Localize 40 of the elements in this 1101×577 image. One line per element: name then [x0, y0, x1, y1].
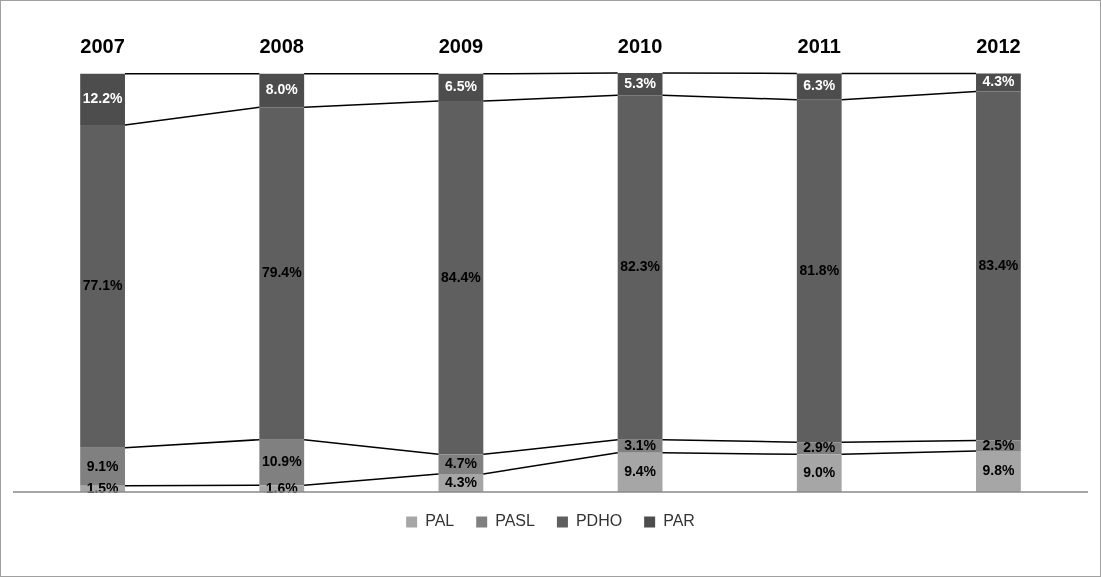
bar	[617, 95, 663, 440]
data-label: 10.9%	[261, 453, 303, 470]
legend-label: PDHO	[575, 512, 623, 530]
data-label: 4.3%	[444, 473, 478, 490]
bar	[976, 91, 1021, 441]
data-label: 6.5%	[444, 78, 478, 95]
data-label: 9.8%	[982, 462, 1015, 479]
data-label: 82.3%	[620, 258, 661, 275]
data-label: 1.6%	[265, 479, 299, 496]
x-tick-label: 2009	[438, 34, 484, 57]
data-label: 1.5%	[86, 479, 120, 496]
data-label: 9.4%	[624, 463, 657, 480]
legend-label: PAL	[425, 512, 455, 530]
data-label: 8.0%	[265, 81, 299, 98]
data-label: 77.1%	[82, 277, 123, 294]
legend-label: PAR	[663, 512, 695, 530]
bar	[438, 101, 484, 455]
data-label: 6.3%	[803, 77, 836, 94]
data-label: 83.4%	[978, 256, 1019, 273]
data-label: 5.3%	[624, 74, 657, 91]
data-label: 2.9%	[803, 439, 836, 456]
bar	[80, 124, 125, 448]
bar	[796, 99, 842, 443]
data-label: 12.2%	[82, 90, 123, 107]
data-label: 3.1%	[624, 437, 657, 454]
data-label: 79.4%	[261, 264, 303, 281]
x-tick-label: 2011	[797, 34, 841, 57]
x-tick-label: 2008	[259, 34, 304, 57]
x-tick-label: 2007	[80, 34, 125, 57]
data-label: 2.5%	[982, 436, 1015, 453]
data-label: 4.3%	[982, 73, 1015, 90]
legend-label: PASL	[495, 512, 536, 530]
data-label: 81.8%	[799, 261, 840, 278]
data-label: 9.1%	[86, 457, 120, 474]
x-tick-label: 2012	[976, 34, 1021, 57]
data-label: 4.7%	[444, 455, 478, 472]
data-label: 9.0%	[803, 464, 836, 481]
data-label: 84.4%	[441, 268, 482, 285]
bar	[259, 107, 305, 440]
x-tick-label: 2010	[617, 34, 663, 57]
